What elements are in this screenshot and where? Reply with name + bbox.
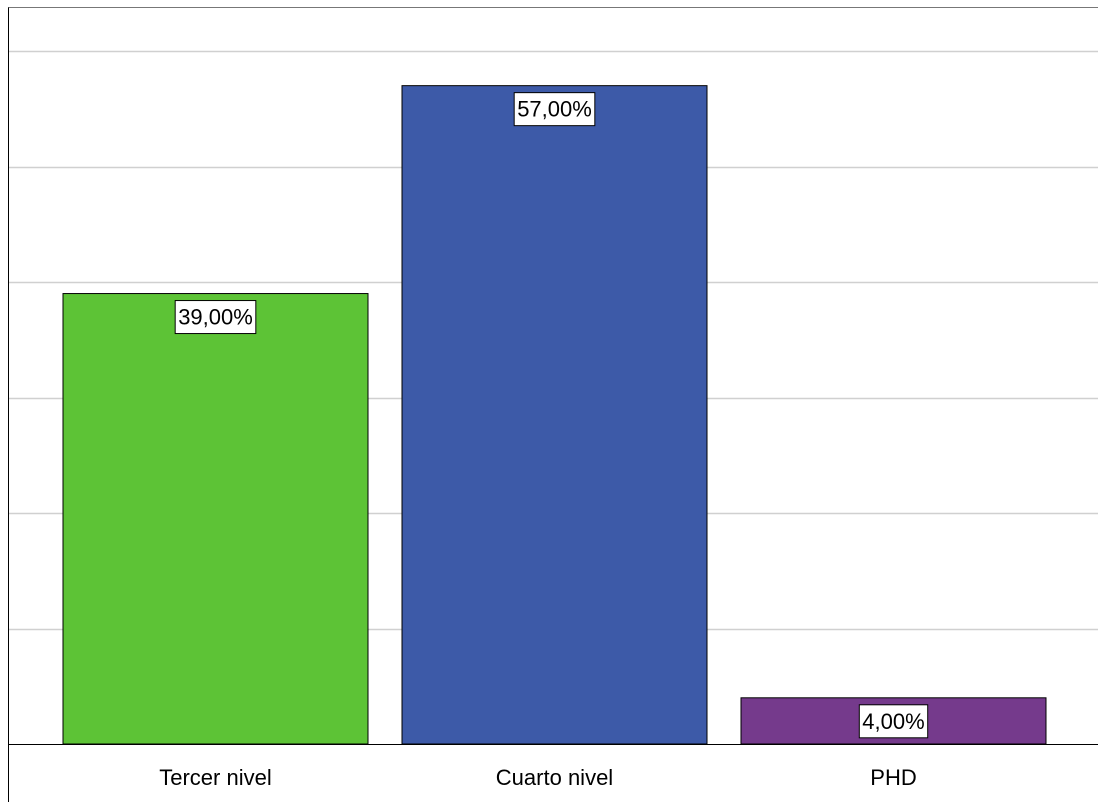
bars bbox=[62, 85, 1047, 745]
x-tick-labels: Tercer nivel Cuarto nivel PHD bbox=[159, 765, 916, 790]
bar bbox=[62, 293, 369, 745]
data-label-box bbox=[858, 704, 929, 739]
bar bbox=[401, 85, 708, 745]
x-tick-label: Cuarto nivel bbox=[496, 765, 613, 790]
data-label-box bbox=[174, 300, 257, 335]
data-label-box bbox=[513, 92, 596, 127]
data-label-text: 4,00% bbox=[862, 709, 924, 734]
data-label-text: 39,00% bbox=[178, 305, 253, 330]
data-label: 39,00% bbox=[174, 300, 257, 335]
x-tick-label: Tercer nivel bbox=[159, 765, 271, 790]
data-labels: 39,00% 57,00% 4,00% bbox=[174, 92, 929, 739]
data-label: 57,00% bbox=[513, 92, 596, 127]
data-label-text: 57,00% bbox=[517, 97, 592, 122]
data-label: 4,00% bbox=[858, 704, 929, 739]
x-tick-label: PHD bbox=[870, 765, 916, 790]
